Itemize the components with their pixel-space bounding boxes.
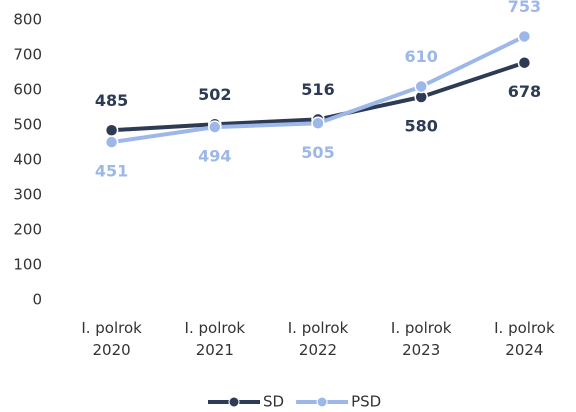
x-tick-label: I. polrok 2023 bbox=[390, 319, 452, 359]
x-tick-label: I. polrok 2022 bbox=[287, 319, 349, 359]
marker bbox=[208, 120, 222, 134]
data-label: 516 bbox=[301, 80, 334, 99]
data-label: 580 bbox=[404, 117, 437, 136]
data-label: 502 bbox=[198, 85, 231, 104]
data-label: 494 bbox=[198, 147, 231, 166]
y-tick-label: 400 bbox=[13, 151, 42, 169]
legend-marker bbox=[316, 396, 328, 408]
data-label: 678 bbox=[508, 82, 541, 101]
y-tick-label: 300 bbox=[13, 186, 42, 204]
marker bbox=[104, 135, 119, 149]
x-tick-label: I. polrok 2024 bbox=[494, 319, 555, 359]
marker bbox=[414, 79, 428, 94]
x-tick-label: I. polrok 2021 bbox=[184, 319, 246, 359]
data-label: 610 bbox=[404, 47, 437, 66]
y-tick-label: 700 bbox=[13, 46, 42, 64]
legend-label: PSD bbox=[351, 393, 381, 411]
marker bbox=[517, 29, 532, 44]
data-label: 505 bbox=[301, 143, 334, 162]
legend-label: SD bbox=[263, 393, 284, 411]
y-tick-label: 500 bbox=[13, 116, 42, 134]
marker bbox=[517, 55, 532, 70]
y-tick-label: 600 bbox=[13, 81, 42, 99]
y-tick-label: 200 bbox=[13, 221, 42, 239]
data-label: 753 bbox=[508, 0, 541, 16]
marker bbox=[104, 123, 119, 137]
data-label: 485 bbox=[95, 91, 128, 110]
y-tick-label: 100 bbox=[13, 256, 42, 274]
y-tick-label: 0 bbox=[32, 291, 42, 309]
legend-marker bbox=[228, 396, 240, 408]
y-tick-label: 800 bbox=[13, 11, 42, 29]
marker bbox=[311, 116, 325, 130]
data-label: 451 bbox=[95, 162, 128, 181]
x-tick-label: I. polrok 2020 bbox=[81, 319, 142, 359]
